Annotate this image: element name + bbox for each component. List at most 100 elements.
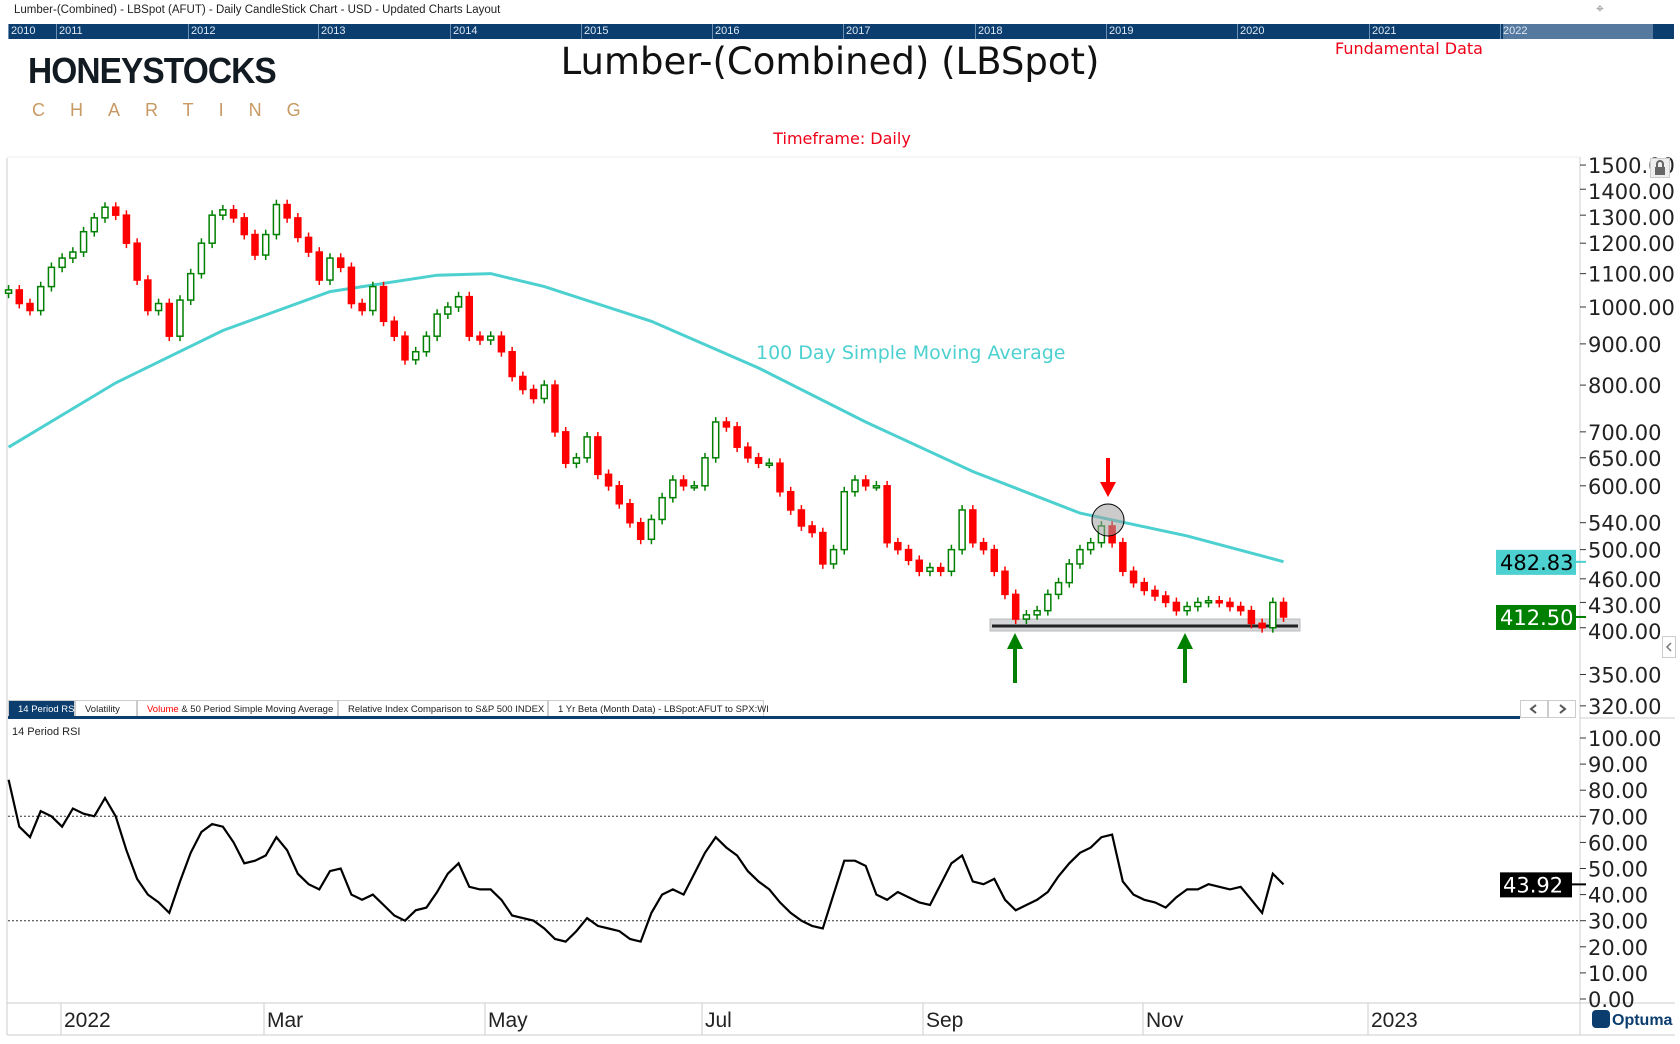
candle [636, 517, 645, 545]
candle [497, 331, 506, 357]
candle [744, 442, 752, 463]
candle [529, 384, 538, 404]
candle-body [851, 479, 859, 493]
navigator-year[interactable]: 2021 [1369, 24, 1396, 39]
optuma-logo: Optuma [1592, 1010, 1672, 1030]
candle-body [79, 230, 88, 253]
candle-body [540, 384, 549, 400]
tab-rsi[interactable]: 14 Period RSI [8, 700, 77, 717]
candle [401, 331, 409, 365]
candle [1247, 605, 1256, 629]
candle [733, 422, 741, 453]
candle-body [1183, 605, 1191, 612]
tabs-scroll-left-button[interactable] [1520, 700, 1548, 718]
candle-body [883, 485, 891, 544]
tabs-scroll-right-button[interactable] [1548, 700, 1576, 718]
rsi-tick-label: 40.00 [1588, 884, 1648, 908]
candle-body [969, 509, 977, 544]
navigator-year[interactable]: 2016 [712, 24, 739, 39]
candle-body [1204, 600, 1213, 604]
candle-body [797, 509, 806, 527]
price-tick-label: 350.00 [1588, 663, 1661, 687]
candle [776, 458, 784, 497]
tab-relative-index[interactable]: Relative Index Comparison to S&P 500 IND… [338, 700, 548, 717]
candle [904, 544, 913, 566]
candle-body [433, 313, 441, 337]
rsi-value-label: 43.92 [1503, 873, 1563, 897]
navigator-year[interactable]: 2014 [450, 24, 477, 39]
pin-icon[interactable]: ⌖ [1596, 1, 1604, 17]
tab-beta[interactable]: 1 Yr Beta (Month Data) - LBSpot:AFUT to … [548, 700, 769, 717]
candle [915, 555, 924, 577]
navigator-year[interactable]: 2010 [8, 24, 35, 39]
candle [829, 544, 838, 569]
candle [1001, 566, 1009, 600]
red-down-arrow-head-icon [1100, 482, 1116, 497]
candle-body [529, 388, 538, 400]
navigator-year[interactable]: 2013 [318, 24, 345, 39]
candle [347, 262, 356, 309]
navigator-year[interactable]: 2019 [1106, 24, 1133, 39]
time-tick-label: 2023 [1371, 1009, 1418, 1032]
candle [444, 302, 452, 320]
candle [176, 295, 184, 342]
price-tick-label: 1300.00 [1588, 206, 1675, 230]
navigator-year[interactable]: 2017 [843, 24, 870, 39]
navigator-year[interactable]: 2022 [1500, 24, 1527, 39]
window-title: Lumber-(Combined) - LBSpot (AFUT) - Dail… [14, 4, 501, 16]
candle [1076, 544, 1084, 569]
time-tick-label: Jul [705, 1009, 732, 1032]
timeframe-label: Timeframe: Daily [773, 129, 911, 148]
fundamental-data-link[interactable]: Fundamental Data [1335, 39, 1483, 58]
candle [486, 331, 495, 345]
navigator-year[interactable]: 2012 [188, 24, 215, 39]
candle-body [636, 521, 645, 541]
candle [1226, 597, 1234, 612]
candle-body [647, 518, 656, 541]
candle [369, 281, 377, 316]
rsi-tick-label: 60.00 [1588, 831, 1648, 855]
candle-body [722, 421, 731, 428]
navigator-year[interactable]: 2011 [56, 24, 83, 39]
candle [165, 298, 174, 342]
candle [336, 253, 345, 273]
candle [840, 486, 849, 555]
tab-volume[interactable]: Volume & 50 Period Simple Moving Average [137, 700, 338, 717]
candle [1119, 537, 1127, 577]
candle [422, 331, 431, 357]
price-tick-label: 1100.00 [1588, 263, 1675, 287]
date-navigator[interactable]: 2010 2011 2012 2013 2014 2015 2016 2017 2018 2019… [8, 24, 1674, 39]
candle-body [1076, 548, 1084, 565]
candle-body [701, 457, 709, 487]
candle [679, 475, 688, 491]
collapse-panel-button[interactable] [1662, 636, 1676, 658]
candle-body [176, 299, 184, 337]
time-tick-label: Sep [926, 1009, 963, 1032]
candle-body [1194, 601, 1202, 608]
navigator-year[interactable]: 2015 [581, 24, 608, 39]
price-tick-label: 460.00 [1588, 568, 1661, 592]
candle [786, 486, 795, 515]
candle [947, 544, 956, 577]
lock-icon[interactable] [1650, 158, 1670, 178]
navigator-selection[interactable] [1503, 24, 1653, 39]
candle-body [261, 233, 270, 256]
candle-body [294, 217, 302, 239]
candle-body [1086, 541, 1095, 551]
tab-volatility[interactable]: Volatility [75, 700, 137, 717]
candle-body [69, 251, 77, 259]
candle-body [894, 541, 902, 551]
candle [604, 469, 613, 491]
candle [797, 505, 806, 531]
candle [711, 417, 720, 463]
candle-body [26, 302, 34, 312]
navigator-year[interactable]: 2018 [975, 24, 1002, 39]
candle-body [604, 473, 613, 487]
price-tick-label: 430.00 [1588, 594, 1661, 618]
navigator-year[interactable]: 2020 [1237, 24, 1264, 39]
candle-body [101, 206, 109, 219]
candle-body [369, 285, 377, 312]
price-tick-label: 650.00 [1588, 447, 1661, 471]
candle [1033, 605, 1041, 620]
